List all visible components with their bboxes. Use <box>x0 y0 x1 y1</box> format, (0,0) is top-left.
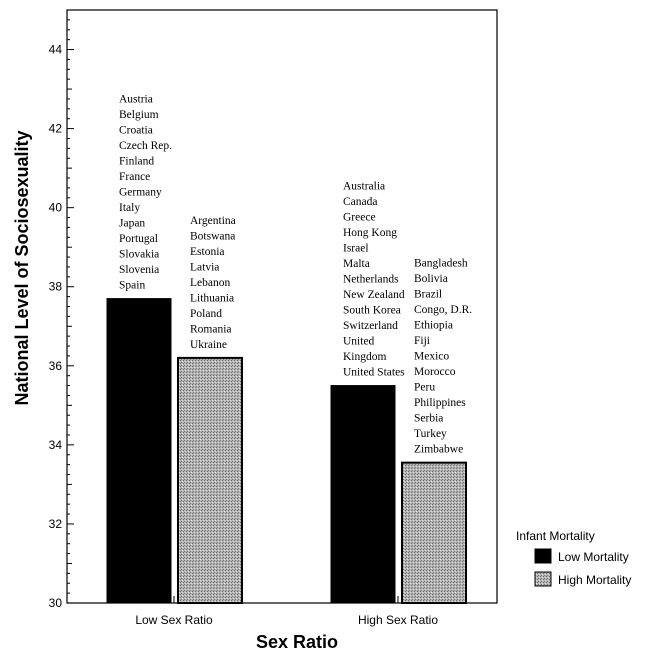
country-label: Slovakia <box>119 249 159 261</box>
legend-label: Low Mortality <box>558 550 629 564</box>
country-label: Greece <box>343 212 376 224</box>
y-tick-label: 36 <box>49 359 63 373</box>
y-tick-label: 40 <box>49 201 63 215</box>
country-label: Turkey <box>414 428 447 440</box>
country-label: United <box>343 336 375 348</box>
country-label: Serbia <box>414 413 443 425</box>
country-label: Slovenia <box>119 264 159 276</box>
country-label: Czech Rep. <box>119 140 172 152</box>
legend-swatch <box>534 548 552 564</box>
country-label: France <box>119 171 150 183</box>
country-label: Lithuania <box>190 292 234 304</box>
legend-label: High Mortality <box>558 573 631 587</box>
country-label: Belgium <box>119 109 159 121</box>
country-label: Italy <box>119 202 140 214</box>
country-label: Israel <box>343 243 369 255</box>
bar <box>330 385 396 604</box>
country-label: Austria <box>119 94 153 106</box>
country-label: Germany <box>119 187 162 199</box>
country-label: Finland <box>119 156 154 168</box>
country-label: Australia <box>343 181 385 193</box>
y-axis-title: National Level of Sociosexuality <box>12 130 32 405</box>
x-axis-title: Sex Ratio <box>256 632 338 652</box>
country-lists: Austria Belgium Croatia Czech Rep. Finland Fr… <box>119 94 472 456</box>
country-label: Hong Kong <box>343 227 397 239</box>
country-label: Latvia <box>190 261 219 273</box>
x-axis: Low Sex Ratio High Sex Ratio <box>135 596 438 627</box>
country-label: Bangladesh <box>414 258 468 270</box>
country-label: Ethiopia <box>414 320 453 332</box>
country-label: Brazil <box>414 289 442 301</box>
country-label: Canada <box>343 196 377 208</box>
country-label: Lebanon <box>190 277 230 289</box>
country-label: South Korea <box>343 305 401 317</box>
country-label: Ukraine <box>190 339 227 351</box>
y-tick-label: 32 <box>49 517 63 531</box>
country-label: Spain <box>119 280 145 292</box>
x-tick-label: High Sex Ratio <box>358 613 438 627</box>
country-label: Congo, D.R. <box>414 304 472 316</box>
country-label: Malta <box>343 258 370 270</box>
country-label: Fiji <box>414 335 430 347</box>
legend: Infant Mortality Low Mortality High Morta… <box>516 529 631 587</box>
x-tick-label: Low Sex Ratio <box>135 613 213 627</box>
country-label: Morocco <box>414 366 456 378</box>
country-label: Poland <box>190 308 222 320</box>
y-tick-label: 42 <box>49 122 63 136</box>
legend-swatch <box>534 571 552 587</box>
country-label: Japan <box>119 218 145 230</box>
y-tick-label: 34 <box>49 438 63 452</box>
country-label: Peru <box>414 382 435 394</box>
country-label: Switzerland <box>343 320 398 332</box>
country-label: New Zealand <box>343 289 405 301</box>
country-label: Portugal <box>119 233 158 245</box>
legend-title: Infant Mortality <box>516 529 595 543</box>
y-tick-label: 30 <box>49 596 63 610</box>
country-label: Zimbabwe <box>414 444 463 456</box>
y-tick-label: 44 <box>49 43 63 57</box>
y-axis: 30 32 34 36 38 40 42 44 <box>49 9 74 610</box>
country-label: Mexico <box>414 351 449 363</box>
bar <box>401 461 467 605</box>
bar <box>177 356 243 605</box>
country-label: Botswana <box>190 230 235 242</box>
country-label: Kingdom <box>343 351 387 363</box>
y-tick-label: 38 <box>49 280 63 294</box>
country-label: Romania <box>190 323 232 335</box>
country-label: Philippines <box>414 397 466 409</box>
bar <box>106 298 172 604</box>
country-label: Bolivia <box>414 273 448 285</box>
country-label: Netherlands <box>343 274 399 286</box>
country-label: Croatia <box>119 125 153 137</box>
bars <box>106 298 467 605</box>
country-label: Estonia <box>190 246 225 258</box>
country-label: United States <box>343 367 405 379</box>
country-label: Argentina <box>190 215 236 227</box>
